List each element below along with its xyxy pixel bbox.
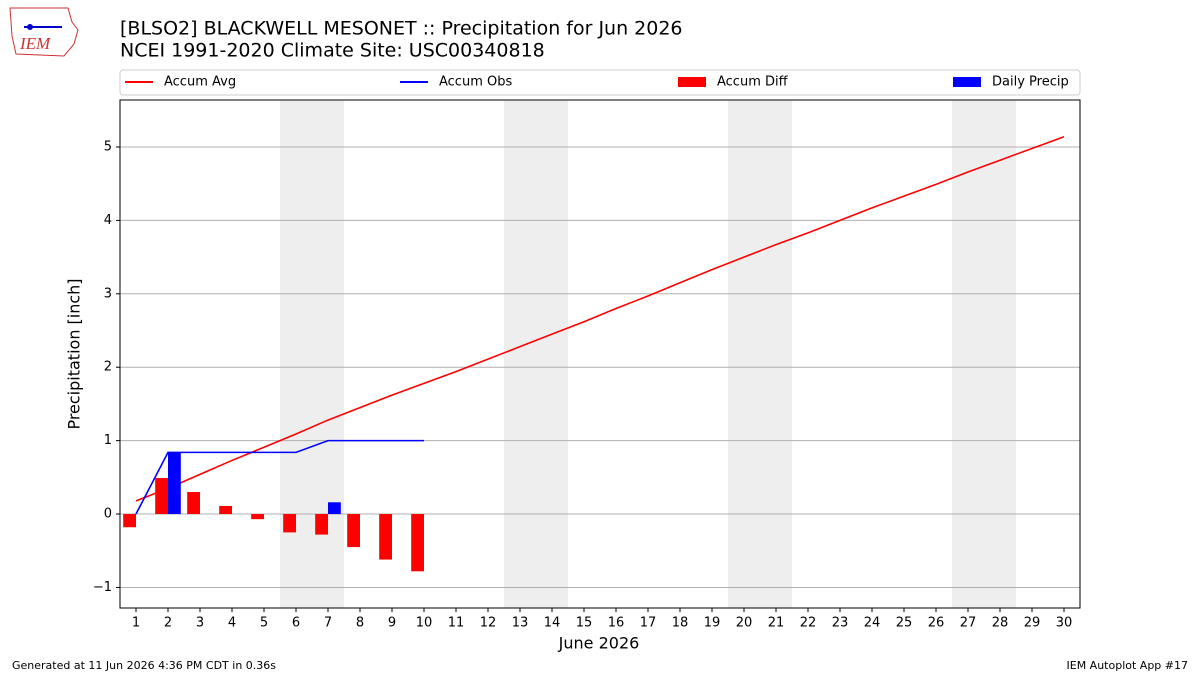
logo-text: IEM xyxy=(19,34,51,53)
x-tick-label: 12 xyxy=(480,616,497,631)
weekend-shade xyxy=(952,100,1016,608)
x-tick-label: 15 xyxy=(576,616,593,631)
x-tick-label: 16 xyxy=(608,616,625,631)
bar xyxy=(219,505,232,515)
bar xyxy=(168,452,181,515)
bar xyxy=(251,514,264,520)
x-tick-label: 22 xyxy=(800,616,817,631)
footer-left: Generated at 11 Jun 2026 4:36 PM CDT in … xyxy=(12,659,276,672)
bar xyxy=(155,478,168,515)
x-tick-label: 29 xyxy=(1024,616,1041,631)
x-tick-label: 28 xyxy=(992,616,1009,631)
x-axis-label: June 2026 xyxy=(558,634,640,653)
chart-subtitle: NCEI 1991-2020 Climate Site: USC00340818 xyxy=(120,40,545,62)
legend-label: Accum Avg xyxy=(164,75,236,90)
x-tick-label: 26 xyxy=(928,616,945,631)
x-tick-label: 6 xyxy=(292,616,300,631)
logo: IEM xyxy=(9,7,79,57)
chart-title: [BLSO2] BLACKWELL MESONET :: Precipitati… xyxy=(120,18,683,40)
logo-outline xyxy=(9,7,79,57)
legend-label: Accum Obs xyxy=(439,75,512,90)
weekend-shade xyxy=(728,100,792,608)
x-tick-label: 20 xyxy=(736,616,753,631)
x-tick-label: 21 xyxy=(768,616,785,631)
y-axis-label: Precipitation [inch] xyxy=(65,278,84,429)
x-tick-label: 19 xyxy=(704,616,721,631)
x-tick-label: 2 xyxy=(164,616,172,631)
y-tick-label: 2 xyxy=(104,360,112,375)
y-tick-label: 5 xyxy=(104,139,112,154)
y-tick-label: 4 xyxy=(104,213,112,228)
x-tick-label: 11 xyxy=(448,616,465,631)
x-tick-label: 25 xyxy=(896,616,913,631)
bar xyxy=(315,514,328,535)
x-tick-label: 24 xyxy=(864,616,881,631)
weekend-shade xyxy=(504,100,568,608)
x-tick-label: 30 xyxy=(1056,616,1073,631)
legend-label: Accum Diff xyxy=(717,75,789,90)
bar xyxy=(123,514,136,528)
series-line xyxy=(135,439,424,515)
x-tick-label: 8 xyxy=(356,616,364,631)
legend-swatch xyxy=(953,77,981,87)
legend-swatch xyxy=(678,77,706,87)
footer-right: IEM Autoplot App #17 xyxy=(1067,659,1189,672)
x-tick-label: 18 xyxy=(672,616,689,631)
x-tick-label: 5 xyxy=(260,616,268,631)
bar xyxy=(379,514,392,560)
x-tick-label: 4 xyxy=(228,616,236,631)
y-tick-label: 0 xyxy=(104,507,112,522)
x-tick-label: 23 xyxy=(832,616,849,631)
bar xyxy=(283,514,296,533)
y-tick-label: 1 xyxy=(104,433,112,448)
x-tick-label: 17 xyxy=(640,616,657,631)
legend-label: Daily Precip xyxy=(992,75,1069,90)
bar xyxy=(328,502,341,515)
y-tick-label: 3 xyxy=(104,286,112,301)
series-line xyxy=(135,135,1065,502)
bar xyxy=(347,514,360,548)
bar xyxy=(187,492,200,515)
x-tick-label: 3 xyxy=(196,616,204,631)
x-tick-label: 9 xyxy=(388,616,396,631)
y-tick-label: −1 xyxy=(93,580,112,595)
plot-frame xyxy=(119,99,1081,609)
x-tick-label: 14 xyxy=(544,616,561,631)
bar xyxy=(411,514,424,572)
legend-box xyxy=(119,69,1081,96)
logo-icon xyxy=(27,24,33,30)
x-tick-label: 27 xyxy=(960,616,977,631)
x-tick-label: 13 xyxy=(512,616,529,631)
x-tick-label: 7 xyxy=(324,616,332,631)
x-tick-label: 10 xyxy=(416,616,433,631)
x-tick-label: 1 xyxy=(132,616,140,631)
